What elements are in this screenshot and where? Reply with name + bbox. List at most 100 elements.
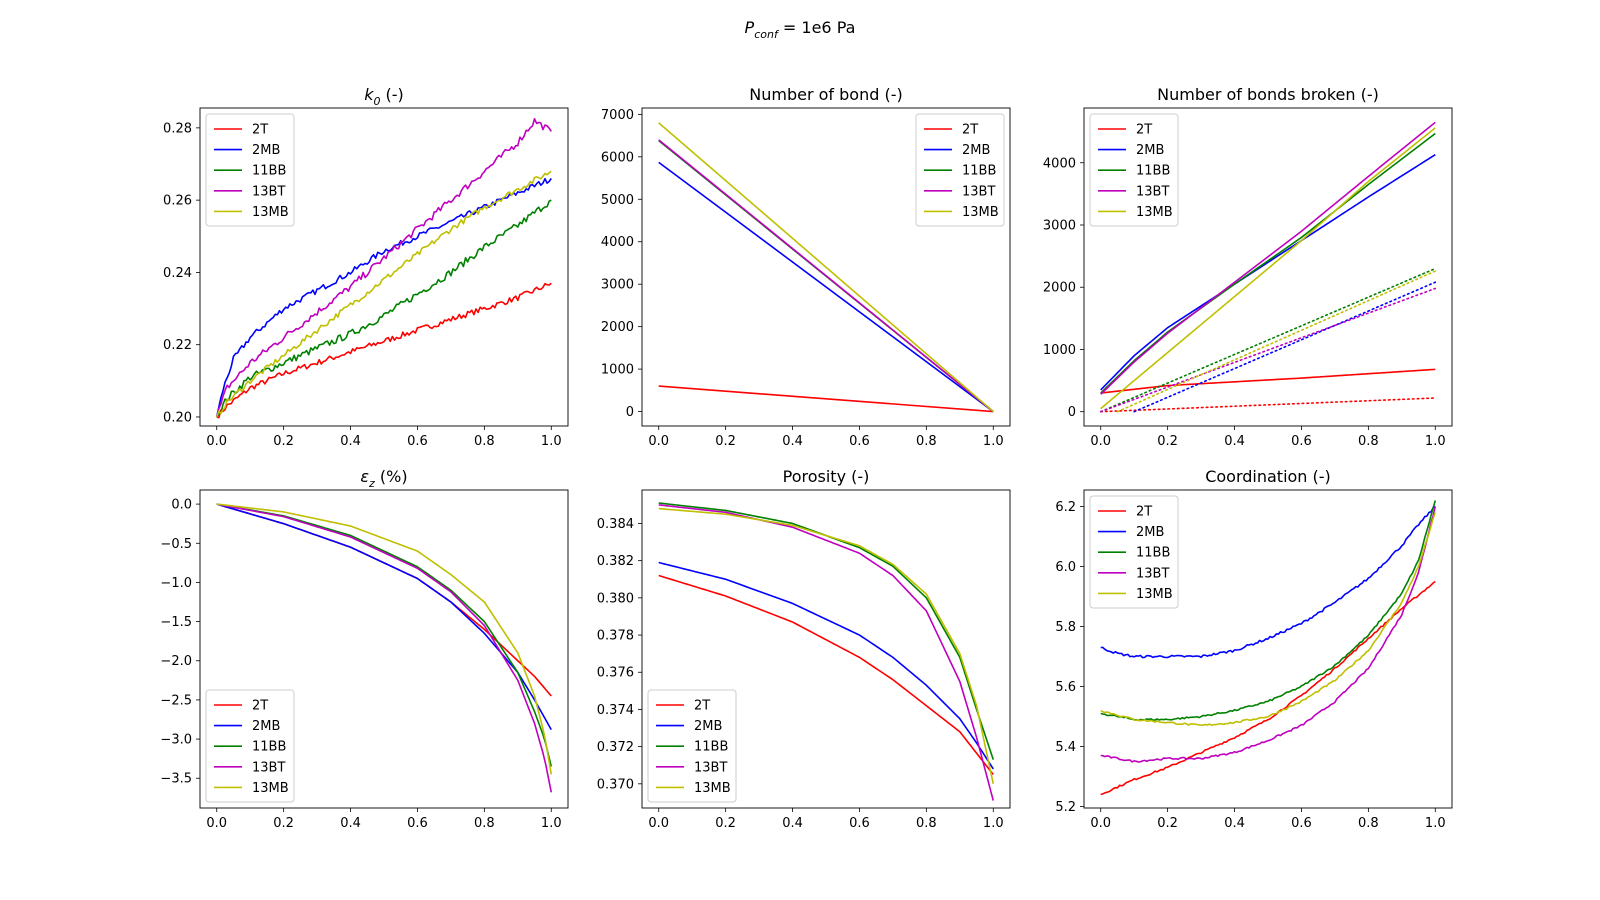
legend-label-13MB: 13MB xyxy=(1136,205,1173,220)
y-tick-label: 0.382 xyxy=(597,554,634,569)
legend-label-11BB: 11BB xyxy=(252,164,286,179)
y-tick-label: 6.2 xyxy=(1055,500,1076,515)
x-tick-label: 0.6 xyxy=(407,434,428,449)
x-tick-label: 0.0 xyxy=(1090,434,1111,449)
legend: 2T 2MB 11BB 13BT 13MB xyxy=(205,689,295,803)
x-tick-label: 0.0 xyxy=(206,434,227,449)
panel-3: Number of bonds broken (-) 0.0 0.2 0.4 0.6 0.… xyxy=(1043,85,1453,449)
legend-label-2T: 2T xyxy=(252,699,268,714)
x-tick-label: 0.6 xyxy=(1291,434,1312,449)
suptitle-rest: = 1e6 Pa xyxy=(778,18,856,37)
series-line-2T xyxy=(658,385,994,413)
panel-title-base: ε xyxy=(360,467,369,486)
legend-label-13BT: 13BT xyxy=(962,184,995,199)
series-line-2T xyxy=(1100,580,1436,796)
series-group xyxy=(1100,500,1437,796)
y-tick-label: 0.0 xyxy=(171,498,192,513)
y-tick-label: 4000 xyxy=(1043,156,1076,171)
y-tick-label: 0.384 xyxy=(597,517,634,532)
legend-label-13BT: 13BT xyxy=(1136,184,1169,199)
series-line-2T xyxy=(1100,368,1436,394)
y-tick-label: 6.0 xyxy=(1055,560,1076,575)
x-tick-label: 1.0 xyxy=(541,816,562,831)
series-line-2MB xyxy=(215,177,552,418)
x-tick-label: 0.4 xyxy=(340,816,361,831)
y-tick-label: 0.24 xyxy=(163,266,192,281)
figure-suptitle: Pconf = 1e6 Pa xyxy=(745,18,856,41)
series-line-11BB xyxy=(1100,500,1437,722)
y-tick-label: 0.22 xyxy=(163,338,192,353)
panel-title-sub: 0 xyxy=(373,95,380,108)
axes-frame xyxy=(1083,489,1453,809)
y-tick-label: 0.370 xyxy=(597,777,634,792)
x-tick-label: 0.8 xyxy=(474,434,495,449)
axes-frame xyxy=(1083,107,1453,427)
x-tick-label: 0.0 xyxy=(648,434,669,449)
x-tick-label: 0.0 xyxy=(648,816,669,831)
y-tick-label: −0.5 xyxy=(160,537,192,552)
legend-label-2MB: 2MB xyxy=(1136,143,1164,158)
legend-label-13MB: 13MB xyxy=(252,205,289,220)
series-line-13MB-dotted xyxy=(1116,270,1437,413)
legend-label-13MB: 13MB xyxy=(962,205,999,220)
series-line-13MB xyxy=(1100,127,1436,410)
legend-box xyxy=(647,689,737,803)
y-tick-label: 2000 xyxy=(1043,281,1076,296)
panel-title: k0 (-) xyxy=(364,85,404,108)
x-tick-label: 1.0 xyxy=(541,434,562,449)
series-line-11BB xyxy=(216,199,552,418)
legend-label-13BT: 13BT xyxy=(252,184,285,199)
x-tick-label: 0.2 xyxy=(1157,434,1178,449)
x-tick-label: 0.2 xyxy=(715,434,736,449)
legend-label-13MB: 13MB xyxy=(694,781,731,796)
panel-5: Porosity (-) 0.0 0.2 0.4 0.6 0.8 1.0 0.370 0.372… xyxy=(597,467,1011,831)
series-line-2MB xyxy=(1100,153,1436,391)
series-group xyxy=(216,503,553,793)
x-tick-label: 0.6 xyxy=(1291,816,1312,831)
series-line-11BB xyxy=(1100,132,1436,394)
panel-title-sub: z xyxy=(368,477,375,490)
y-tick-label: 6000 xyxy=(601,150,634,165)
series-line-2MB xyxy=(1100,505,1436,659)
legend-label-2T: 2T xyxy=(1136,505,1152,520)
series-line-2MB xyxy=(658,161,994,413)
series-line-2T xyxy=(216,282,552,419)
y-tick-label: 3000 xyxy=(1043,218,1076,233)
legend-label-13MB: 13MB xyxy=(252,781,289,796)
axes-frame xyxy=(199,107,569,427)
series-group xyxy=(658,122,994,413)
y-tick-label: 5000 xyxy=(601,193,634,208)
series-line-13BT xyxy=(658,504,995,801)
y-tick-label: 0 xyxy=(1068,405,1076,420)
legend-label-11BB: 11BB xyxy=(252,740,286,755)
x-tick-label: 1.0 xyxy=(983,434,1004,449)
series-line-2T xyxy=(658,574,994,776)
panel-title: Number of bond (-) xyxy=(749,85,902,104)
series-line-13MB xyxy=(658,507,995,784)
legend-label-13BT: 13BT xyxy=(1136,566,1169,581)
panel-title: εz (%) xyxy=(360,467,407,490)
x-tick-label: 0.6 xyxy=(849,434,870,449)
legend: 2T 2MB 11BB 13BT 13MB xyxy=(205,113,295,227)
y-tick-label: −3.5 xyxy=(160,772,192,787)
x-tick-label: 0.4 xyxy=(1224,434,1245,449)
suptitle-base: P xyxy=(745,18,755,37)
legend-label-2MB: 2MB xyxy=(694,719,722,734)
legend: 2T 2MB 11BB 13BT 13MB xyxy=(647,689,737,803)
x-tick-label: 0.4 xyxy=(340,434,361,449)
series-line-2MB xyxy=(216,503,552,731)
panel-1: k0 (-) 0.0 0.2 0.4 0.6 0.8 1.0 0.20 0.22 0.24 0.26… xyxy=(163,85,569,449)
y-tick-label: 5.8 xyxy=(1055,620,1076,635)
y-tick-label: 7000 xyxy=(601,108,634,123)
series-group xyxy=(658,502,995,801)
legend-label-2MB: 2MB xyxy=(252,719,280,734)
x-tick-label: 0.2 xyxy=(1157,816,1178,831)
y-tick-label: 0.376 xyxy=(597,666,634,681)
legend-label-11BB: 11BB xyxy=(1136,546,1170,561)
series-group xyxy=(1099,121,1437,413)
y-tick-label: 5.4 xyxy=(1055,740,1076,755)
x-tick-label: 0.8 xyxy=(1358,816,1379,831)
legend-box xyxy=(1089,495,1179,609)
legend-box xyxy=(205,113,295,227)
